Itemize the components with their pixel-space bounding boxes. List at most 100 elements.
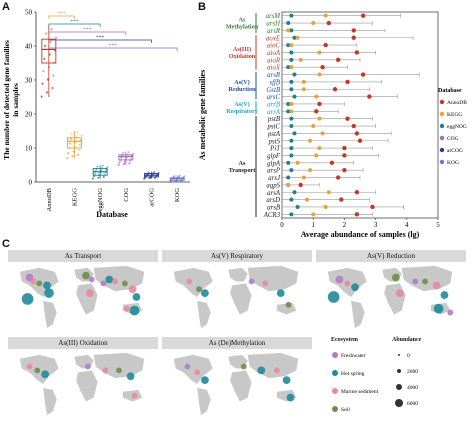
panel-a-xlabel: Database [96, 210, 128, 219]
sample-site-point [433, 303, 444, 314]
map-title: As Transport [8, 250, 158, 262]
eggnog-point [289, 153, 294, 158]
ecosystem-legend-title: Ecosystem [331, 337, 358, 343]
abundance-label: 6000 [407, 401, 418, 407]
sample-site-point [327, 291, 340, 303]
sample-point [99, 171, 102, 174]
continent-shape [197, 300, 211, 329]
panel-a-ylabel-line2: in samples [11, 83, 20, 117]
gene-label: arrA [267, 109, 281, 116]
sample-point [131, 155, 134, 158]
kegg-point [286, 182, 291, 187]
ecosystem-label: Marine sediment [341, 389, 379, 395]
gene-label: pstB [267, 116, 280, 123]
panel-c-label: C [2, 238, 10, 250]
kegg-point [311, 21, 316, 26]
sample-site-point [85, 289, 94, 297]
sample-point [100, 169, 103, 172]
eggnog-point [295, 204, 300, 209]
group-label: As(V) [234, 79, 249, 86]
world-map [327, 265, 454, 329]
sample-point [130, 157, 133, 160]
x-tick-label: AnnoDB [46, 187, 53, 211]
sample-point [91, 177, 94, 180]
sample-point [178, 174, 181, 177]
sample-site-point [240, 363, 247, 370]
significance-label: *** [83, 27, 92, 33]
sample-point [42, 70, 45, 73]
legend-swatch [439, 159, 445, 165]
abundance-label: 2000 [407, 369, 418, 375]
annodb-point [367, 94, 372, 99]
sample-site-point [102, 367, 109, 374]
gene-label: arsR [267, 28, 281, 35]
gene-label: ACR3 [263, 212, 281, 219]
continent-shape [93, 265, 145, 292]
x-tick-label: 1 [311, 221, 315, 229]
eggnog-point [289, 124, 294, 129]
sample-point [98, 174, 101, 177]
kegg-point [326, 190, 331, 195]
significance-label: *** [58, 11, 67, 17]
y-tick-label: 20 [25, 111, 33, 119]
abundance-swatch [398, 354, 400, 356]
eggnog-point [286, 175, 291, 180]
sample-point [53, 61, 56, 64]
sample-point [119, 159, 122, 162]
ecosystem-swatch [332, 406, 338, 412]
sample-point [105, 168, 108, 171]
x-tick-label: COG [123, 188, 130, 202]
group-label: As(V) [234, 101, 249, 108]
annodb-point [354, 212, 360, 217]
sample-point [44, 44, 47, 47]
kegg-point [323, 204, 328, 209]
gene-label: sffB [269, 79, 280, 86]
sample-site-point [285, 301, 292, 308]
sample-point [132, 152, 135, 155]
annodb-point [314, 109, 319, 114]
sample-point [67, 152, 70, 155]
sample-site-point [84, 363, 91, 370]
continent-shape [76, 370, 98, 402]
sample-point [179, 180, 182, 183]
sample-point [52, 74, 55, 77]
map-panel: As(V) Respiratory [162, 250, 312, 332]
y-tick-label: 30 [25, 77, 33, 85]
sample-site-point [123, 305, 130, 312]
world-map [173, 352, 299, 416]
gene-label: aoxE [266, 35, 281, 42]
eggnog-point [289, 116, 294, 121]
sample-point [144, 176, 147, 179]
x-tick-label: 5 [436, 221, 440, 229]
ecosystem-label: Freshwater [341, 353, 366, 359]
map-panel: As (De)Methylation [162, 337, 312, 419]
panel-c-legend: Freshwater Hot spring Marine sediment Soil 0… [332, 352, 418, 413]
kegg-point [308, 138, 313, 143]
kegg-point [314, 94, 319, 99]
abundance-swatch [396, 384, 402, 390]
eggnog-point [289, 87, 294, 92]
gene-label: aioC [267, 43, 281, 50]
significance-bracket [48, 15, 75, 19]
panel-a-ylabel-line1: The number of detected gene families [2, 40, 11, 160]
y-tick-label: 40 [25, 43, 33, 51]
significance-label: *** [96, 35, 105, 41]
sample-site-point [391, 273, 400, 282]
eggnog-point [292, 35, 297, 40]
sample-site-point [412, 278, 419, 285]
sample-site-point [248, 278, 255, 285]
annodb-point [354, 131, 360, 136]
continent-shape [230, 283, 252, 315]
sample-point [78, 144, 81, 147]
x-tick-label: eggNOG [97, 188, 104, 212]
legend-swatch [439, 99, 445, 105]
sample-point [175, 179, 178, 182]
sample-point [74, 140, 77, 143]
sample-point [43, 57, 46, 60]
gene-label: arsM [266, 13, 281, 20]
legend-label: COG [447, 136, 459, 142]
sample-site-point [100, 280, 107, 287]
sample-point [77, 153, 80, 156]
continent-shape [93, 352, 145, 379]
abundance-legend-title: Abundance [392, 337, 422, 343]
